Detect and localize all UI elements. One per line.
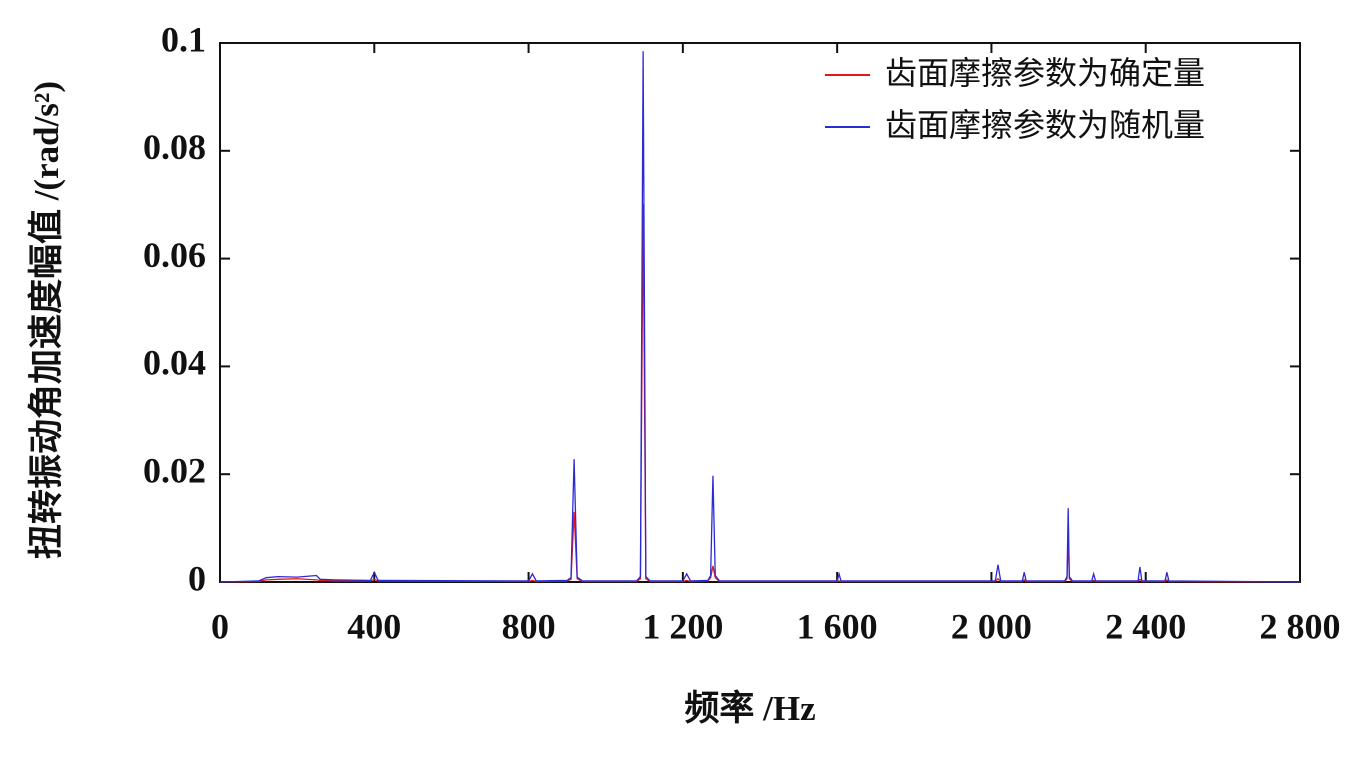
y-tick-label: 0	[188, 558, 206, 598]
x-tick-label: 2 400	[1105, 606, 1186, 646]
x-tick-label: 1 600	[797, 606, 878, 646]
x-tick-label: 400	[347, 606, 401, 646]
x-axis-label: 频率 /Hz	[684, 689, 815, 728]
series-line	[219, 204, 1301, 583]
y-axis-label: 扭转振动角加速度幅值 /(rad/s²)	[27, 81, 66, 559]
y-tick-label: 0.04	[143, 343, 206, 383]
series-line	[219, 51, 1301, 583]
x-tick-label: 2 000	[951, 606, 1032, 646]
y-tick-label: 0.08	[143, 127, 206, 167]
x-tick-label: 2 800	[1260, 606, 1341, 646]
legend-label: 齿面摩擦参数为随机量	[885, 106, 1205, 144]
y-tick-label: 0.02	[143, 450, 206, 490]
x-tick-label: 0	[211, 606, 229, 646]
x-tick-label: 1 200	[642, 606, 723, 646]
x-tick-label: 800	[502, 606, 556, 646]
y-tick-label: 0.06	[143, 235, 206, 275]
y-tick-label: 0.1	[161, 19, 206, 59]
legend-label: 齿面摩擦参数为确定量	[885, 54, 1205, 92]
